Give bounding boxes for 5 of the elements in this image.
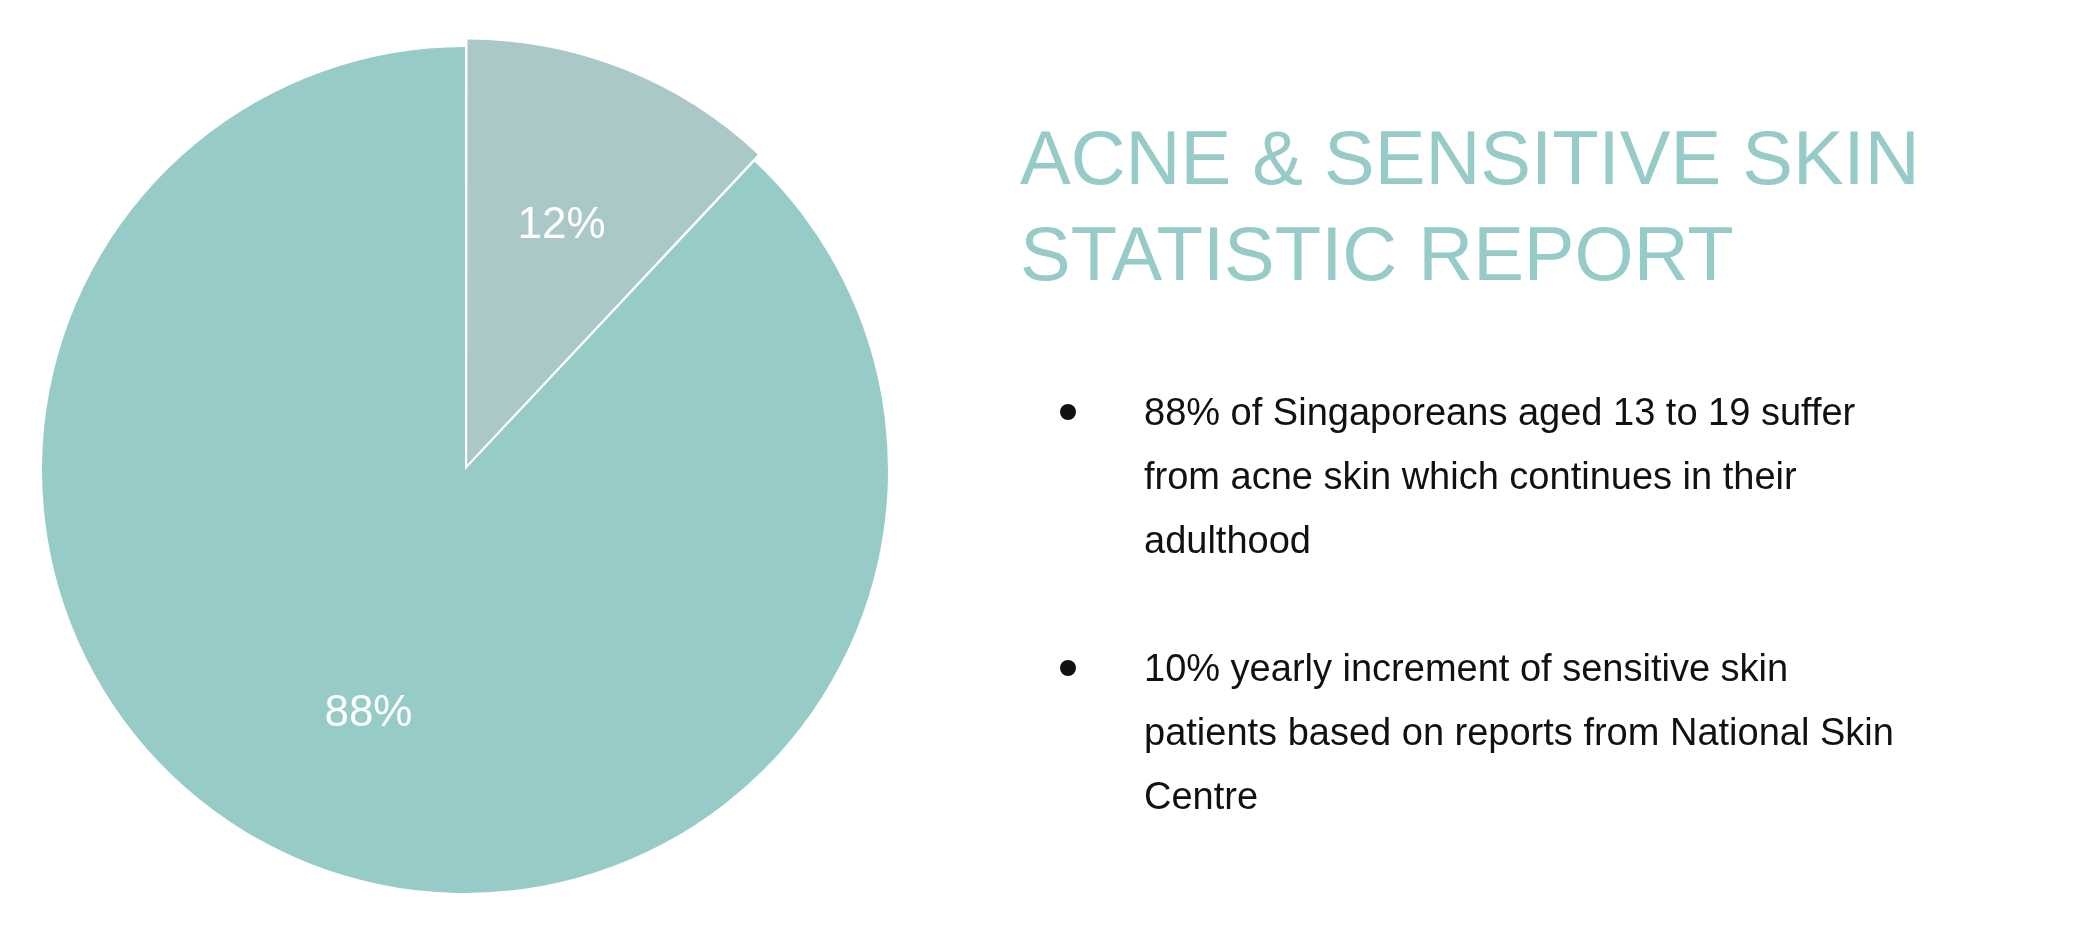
text: ACNE & SENSITIVE SKIN STATISTIC REPORT	[1020, 114, 1921, 298]
text: 88% of Singaporeans aged 13 to 19 suffer from acne skin which continues in their adulthood	[1144, 391, 1856, 561]
text: 10% yearly increment of sensitive skin patients based on reports from National Skin Centre	[1144, 647, 1894, 817]
data-label: 88%	[324, 685, 413, 735]
data-label: 12%	[517, 198, 606, 248]
